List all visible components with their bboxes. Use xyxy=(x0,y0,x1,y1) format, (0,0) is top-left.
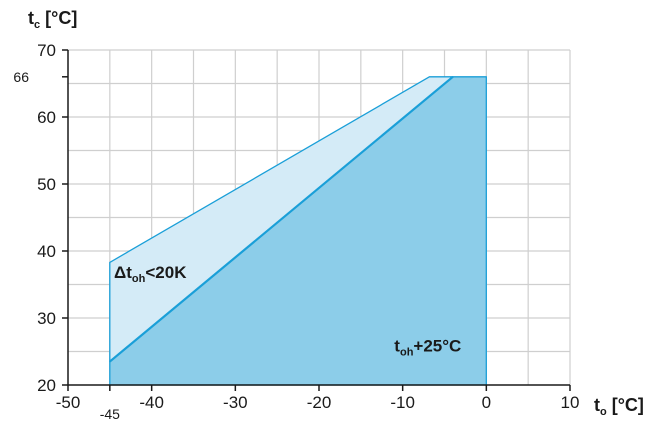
y-axis-title: tc [°C] xyxy=(28,8,77,31)
y-tick-label: 20 xyxy=(37,376,56,395)
x-tick-label: 0 xyxy=(482,393,491,412)
annotation-delta-toh-20k: Δtoh<20K xyxy=(114,263,187,285)
x-tick-label: -40 xyxy=(139,393,164,412)
y-tick-label: 30 xyxy=(37,309,56,328)
regions xyxy=(109,75,487,386)
x-tick-label: -10 xyxy=(390,393,415,412)
x-tick-label: 10 xyxy=(561,393,580,412)
x-tick-label-extra: -45 xyxy=(100,406,120,422)
y-tick-label-extra: 66 xyxy=(13,69,29,85)
y-tick-label: 70 xyxy=(37,41,56,60)
y-tick-label: 40 xyxy=(37,242,56,261)
x-tick-label: -20 xyxy=(307,393,332,412)
annotation-toh-plus-25: toh+25°C xyxy=(394,337,461,359)
boundary-line xyxy=(109,75,454,363)
x-tick-label: -30 xyxy=(223,393,248,412)
ticks: -50 -40 -30 -20 -10 0 10 20 30 40 50 60 70 -45 66 xyxy=(13,41,579,422)
y-tick-label: 50 xyxy=(37,175,56,194)
y-tick-label: 60 xyxy=(37,108,56,127)
x-axis-title: to [°C] xyxy=(594,395,644,418)
x-tick-label: -50 xyxy=(56,393,81,412)
